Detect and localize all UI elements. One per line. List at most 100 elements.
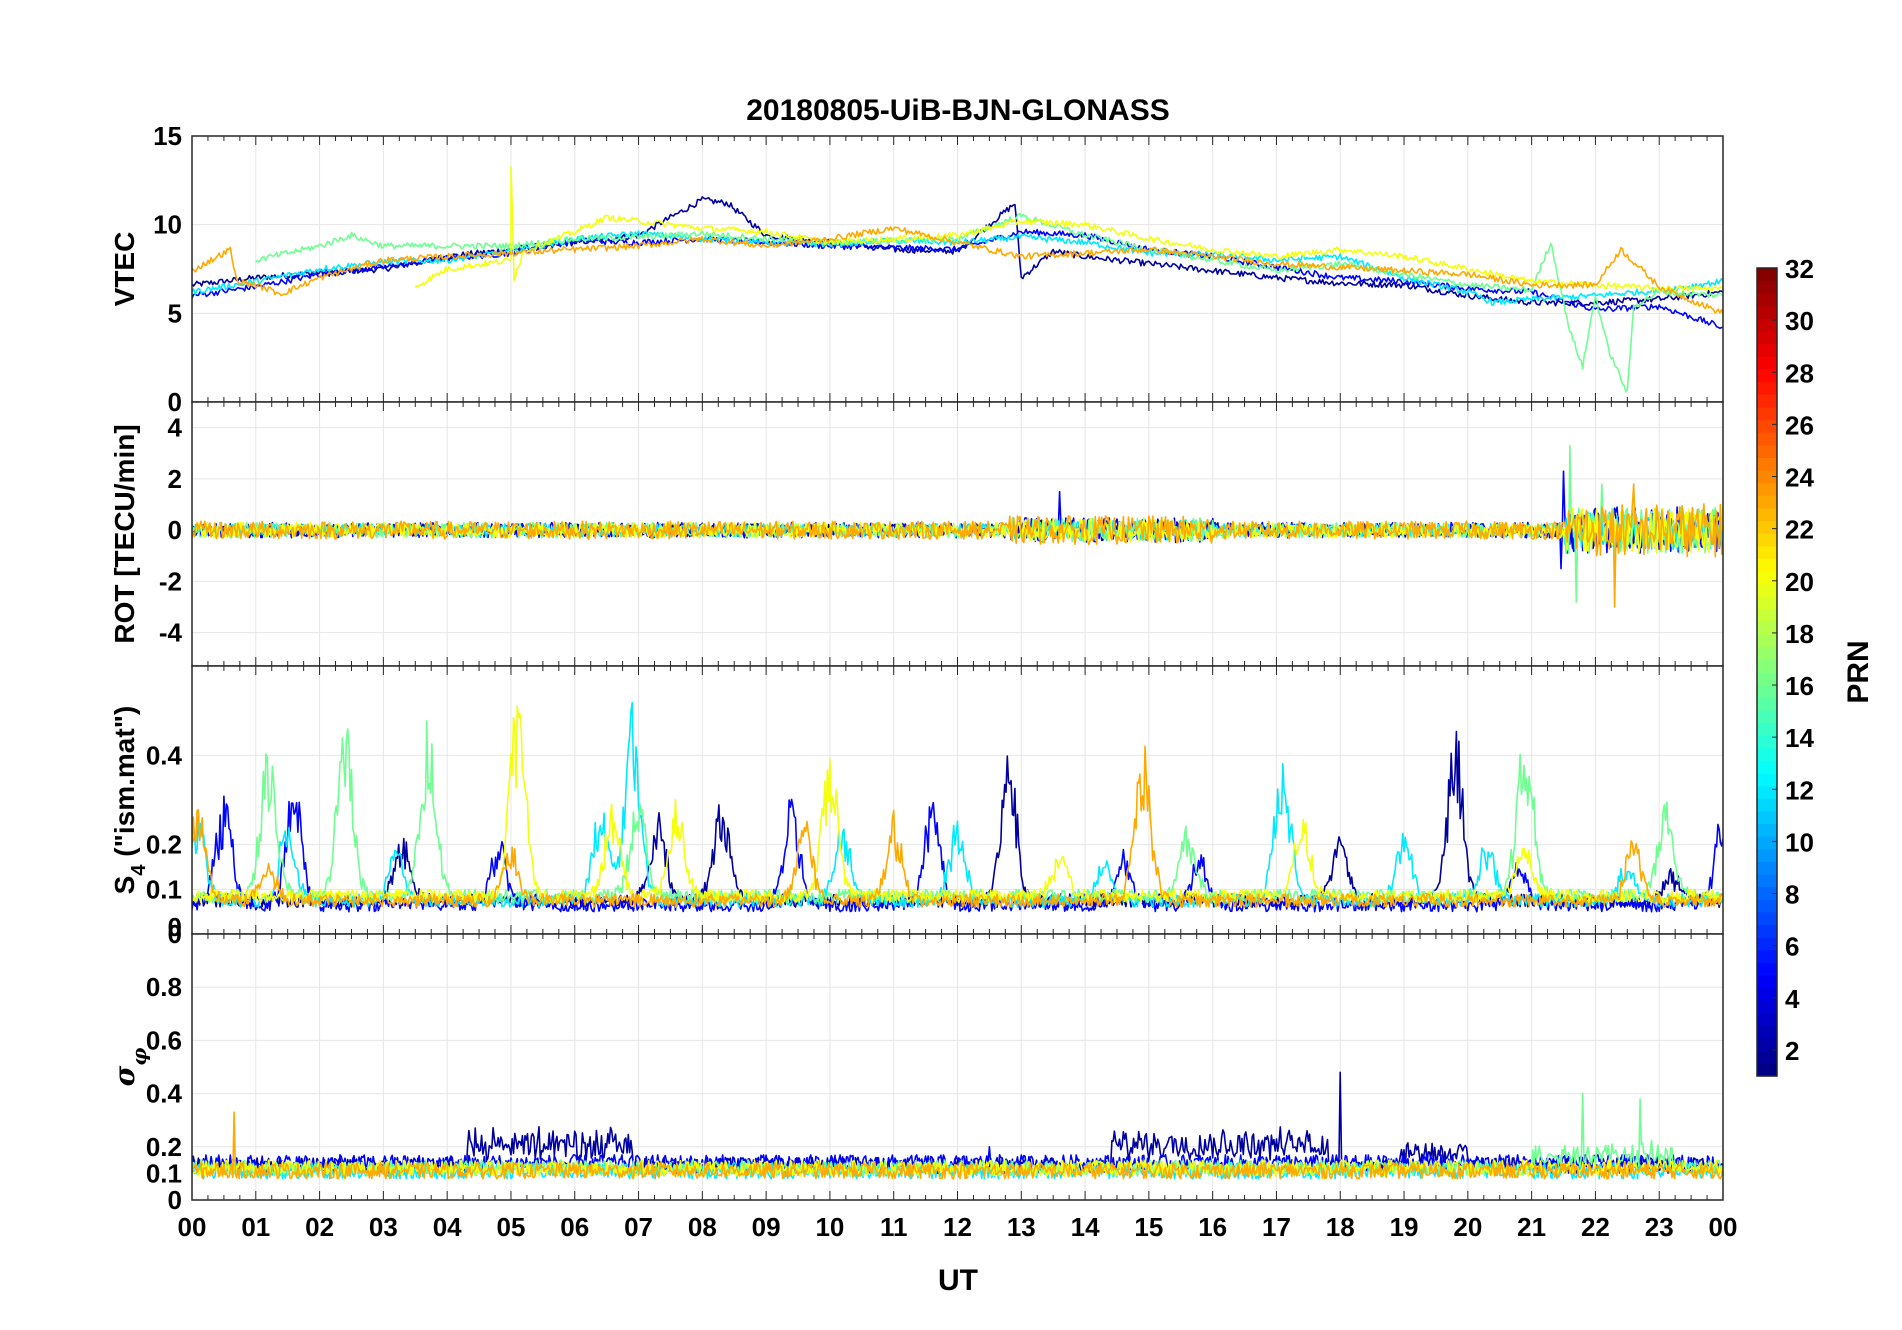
colorbar-swatch	[1757, 785, 1777, 799]
colorbar-swatch	[1757, 735, 1777, 749]
colorbar-tick-label: 32	[1785, 254, 1814, 284]
colorbar-swatch	[1757, 1025, 1777, 1039]
x-axis-label: UT	[938, 1264, 978, 1297]
colorbar-swatch	[1757, 558, 1777, 572]
colorbar-tick-label: 12	[1785, 775, 1814, 805]
y-tick-label: 10	[153, 210, 182, 240]
colorbar-swatch	[1757, 293, 1777, 307]
colorbar-swatch	[1757, 987, 1777, 1001]
colorbar-swatch	[1757, 495, 1777, 509]
colorbar-swatch	[1757, 722, 1777, 736]
series-line-prn-5-vtec	[192, 228, 1723, 329]
colorbar-swatch	[1757, 571, 1777, 585]
colorbar-swatch	[1757, 545, 1777, 559]
colorbar-swatch	[1757, 975, 1777, 989]
colorbar-swatch	[1757, 1000, 1777, 1014]
colorbar-swatch	[1757, 444, 1777, 458]
colorbar-swatch	[1757, 672, 1777, 686]
colorbar-swatch	[1757, 1038, 1777, 1052]
y-axis-label-s4: S4 ("ism.mat")	[109, 706, 150, 895]
series-line-prn-20-vtec	[414, 166, 1723, 293]
colorbar-swatch	[1757, 924, 1777, 938]
x-tick-label: 17	[1262, 1212, 1291, 1242]
x-tick-label: 01	[241, 1212, 270, 1242]
x-tick-label: 02	[305, 1212, 334, 1242]
x-tick-label: 12	[943, 1212, 972, 1242]
x-tick-label: 14	[1071, 1212, 1100, 1242]
series-group-sigma	[192, 1071, 1723, 1180]
colorbar-swatch	[1757, 861, 1777, 875]
colorbar-tick-label: 20	[1785, 567, 1814, 597]
panel-s4: 0 0.1 0.2 0.4 0 S4 ("ism.mat")	[109, 665, 1724, 949]
colorbar-swatch	[1757, 318, 1777, 332]
colorbar-swatch	[1757, 280, 1777, 294]
colorbar-swatch	[1757, 1012, 1777, 1027]
x-tick-label: 16	[1198, 1212, 1227, 1242]
colorbar-swatch	[1757, 709, 1777, 724]
colorbar-swatch	[1757, 962, 1777, 976]
colorbar-swatch	[1757, 507, 1777, 522]
colorbar-swatch	[1757, 836, 1777, 850]
x-tick-label: 03	[369, 1212, 398, 1242]
y-tick-label: 0.4	[146, 1079, 183, 1109]
y-tick-label: 2	[168, 464, 182, 494]
colorbar-tick-label: 14	[1785, 723, 1814, 753]
series-group-rot	[192, 444, 1723, 608]
x-tick-label: 04	[433, 1212, 462, 1242]
colorbar-swatch	[1757, 747, 1777, 761]
y-tick-label: 0	[168, 1185, 182, 1215]
x-tick-label: 10	[815, 1212, 844, 1242]
colorbar-swatch	[1757, 520, 1777, 534]
colorbar-swatch	[1757, 899, 1777, 913]
y-tick-label: 15	[153, 121, 182, 151]
colorbar-frame	[1756, 267, 1778, 1077]
colorbar-swatch	[1757, 457, 1777, 471]
y-tick-label: 0.6	[146, 1025, 182, 1055]
x-tick-label: 15	[1134, 1212, 1163, 1242]
colorbar-tick-label: 8	[1785, 880, 1799, 910]
panel-vtec: 0 5 10 15 VTEC	[109, 121, 1724, 417]
x-tick-label: 11	[880, 1212, 908, 1242]
colorbar-tick-label: 6	[1785, 932, 1799, 962]
y-tick-label: 0.8	[146, 972, 182, 1002]
colorbar-swatch	[1757, 886, 1777, 900]
colorbar-swatch	[1757, 482, 1777, 496]
colorbar-swatch	[1757, 760, 1777, 774]
series-line-prn-23-rot	[192, 483, 1723, 608]
colorbar-swatch	[1757, 608, 1777, 623]
colorbar-tick-label: 10	[1785, 827, 1814, 857]
series-line-prn-23-sigma	[192, 1111, 1723, 1180]
colorbar-swatch	[1757, 331, 1777, 345]
colorbar-swatch	[1757, 533, 1777, 547]
y-tick-label: 0.4	[146, 740, 183, 770]
x-tick-label: 08	[688, 1212, 717, 1242]
y-tick-label: 0	[168, 919, 182, 949]
colorbar-swatch	[1757, 697, 1777, 711]
colorbar-swatch	[1757, 937, 1777, 951]
y-tick-label: -4	[159, 618, 183, 648]
colorbar-swatch	[1757, 646, 1777, 660]
colorbar-swatch	[1757, 874, 1777, 888]
colorbar-swatch	[1757, 684, 1777, 698]
series-group-vtec	[192, 166, 1723, 393]
x-tick-label: 19	[1390, 1212, 1419, 1242]
x-tick-label: 00	[178, 1212, 207, 1242]
y-tick-label: 0	[168, 387, 182, 417]
colorbar-swatch	[1757, 381, 1777, 395]
colorbar-tick-label: 26	[1785, 410, 1814, 440]
colorbar-swatch	[1757, 798, 1777, 812]
colorbar-swatch	[1757, 1063, 1777, 1077]
colorbar-swatch	[1757, 369, 1777, 383]
colorbar-swatch	[1757, 810, 1777, 825]
colorbar-swatch	[1757, 419, 1777, 433]
colorbar-swatch	[1757, 1050, 1777, 1064]
x-tick-label: 18	[1326, 1212, 1355, 1242]
x-tick-label: 06	[560, 1212, 589, 1242]
x-tick-label: 00	[1709, 1212, 1738, 1242]
y-tick-label: 0.2	[146, 1132, 182, 1162]
colorbar-swatch	[1757, 949, 1777, 963]
y-axis-label-vtec: VTEC	[109, 232, 140, 307]
colorbar-swatch	[1757, 470, 1777, 484]
colorbar-tick-label: 4	[1785, 984, 1800, 1014]
